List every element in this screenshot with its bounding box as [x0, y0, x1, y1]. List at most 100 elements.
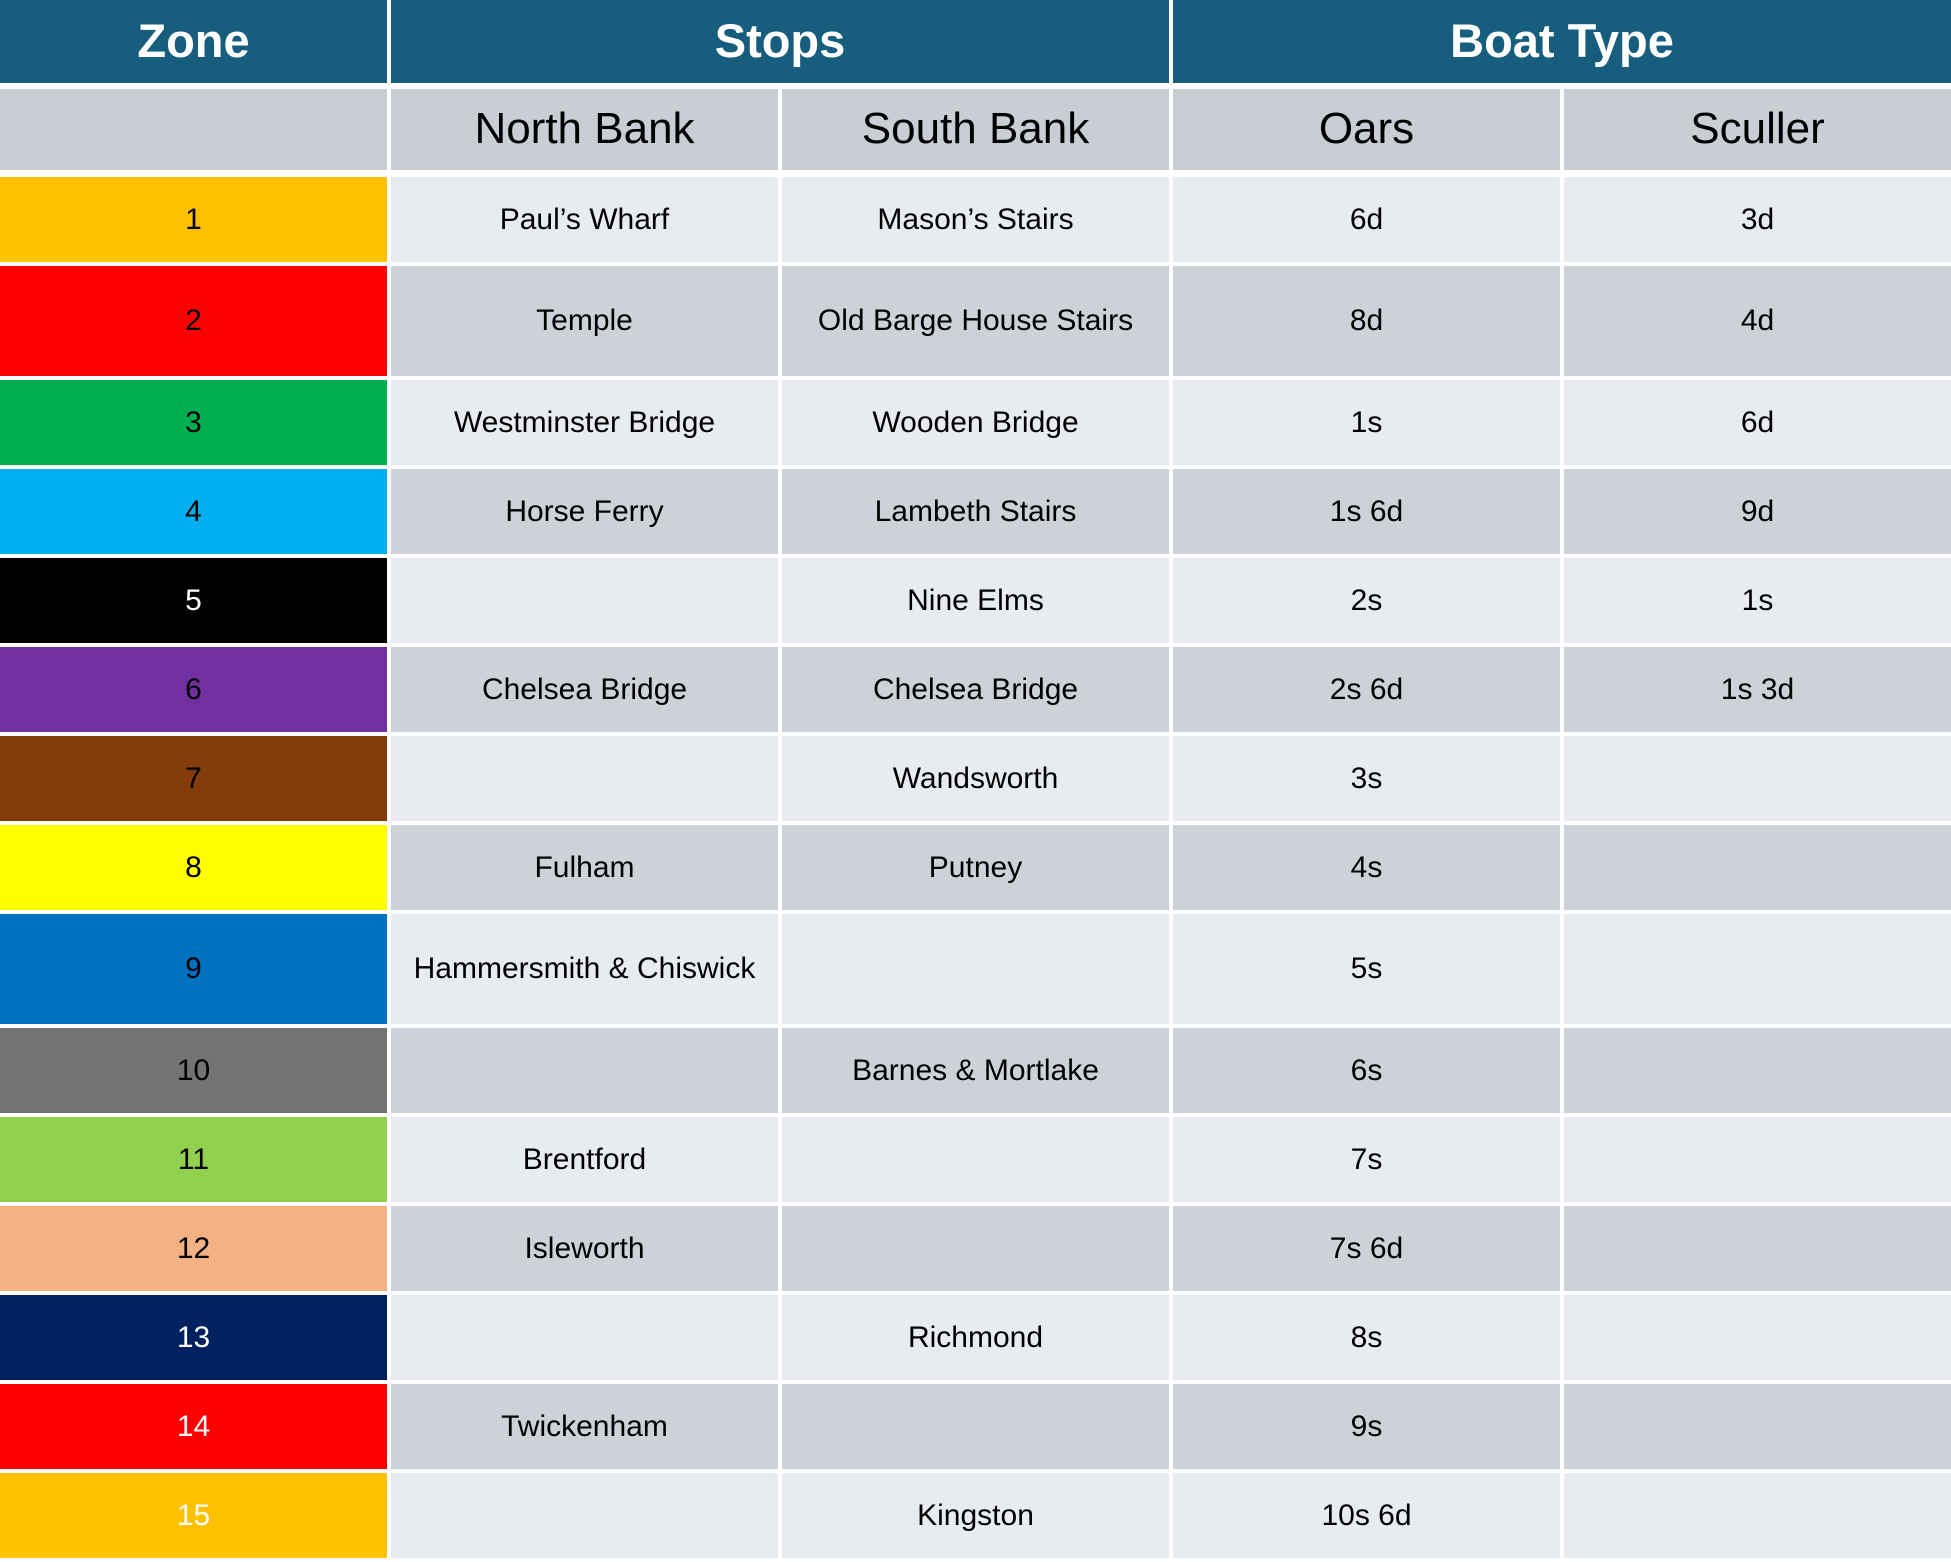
- north-bank-cell: Isleworth: [391, 1206, 778, 1291]
- zone-badge: 2: [0, 266, 387, 376]
- south-bank-cell: Nine Elms: [782, 558, 1169, 643]
- north-bank-cell: Twickenham: [391, 1384, 778, 1469]
- oars-fare-cell: 8s: [1173, 1295, 1560, 1380]
- zone-badge: 12: [0, 1206, 387, 1291]
- table-row: 14 Twickenham 9s: [0, 1384, 1951, 1469]
- zone-badge: 4: [0, 469, 387, 554]
- subheader-zone-spacer: [0, 89, 387, 170]
- oars-fare-cell: 2s 6d: [1173, 647, 1560, 732]
- south-bank-cell: Barnes & Mortlake: [782, 1028, 1169, 1113]
- subheader-south-bank: South Bank: [782, 89, 1169, 170]
- north-bank-cell: Horse Ferry: [391, 469, 778, 554]
- south-bank-cell: Wandsworth: [782, 736, 1169, 821]
- table-row: 12 Isleworth 7s 6d: [0, 1206, 1951, 1291]
- table-row: 13 Richmond 8s: [0, 1295, 1951, 1380]
- zone-badge: 6: [0, 647, 387, 732]
- south-bank-cell: [782, 1206, 1169, 1291]
- table-row: 2 Temple Old Barge House Stairs 8d 4d: [0, 266, 1951, 376]
- sculler-fare-cell: [1564, 1473, 1951, 1558]
- north-bank-cell: Brentford: [391, 1117, 778, 1202]
- table-row: 9 Hammersmith & Chiswick 5s: [0, 914, 1951, 1024]
- north-bank-cell: [391, 1028, 778, 1113]
- table-subheader-row: North Bank South Bank Oars Sculler: [0, 89, 1951, 170]
- south-bank-cell: [782, 1384, 1169, 1469]
- table-row: 3 Westminster Bridge Wooden Bridge 1s 6d: [0, 380, 1951, 465]
- south-bank-cell: Mason’s Stairs: [782, 177, 1169, 262]
- subheader-oars: Oars: [1173, 89, 1560, 170]
- oars-fare-cell: 6d: [1173, 177, 1560, 262]
- oars-fare-cell: 4s: [1173, 825, 1560, 910]
- oars-fare-cell: 6s: [1173, 1028, 1560, 1113]
- north-bank-cell: Hammersmith & Chiswick: [391, 914, 778, 1024]
- zone-badge: 8: [0, 825, 387, 910]
- oars-fare-cell: 1s 6d: [1173, 469, 1560, 554]
- oars-fare-cell: 5s: [1173, 914, 1560, 1024]
- zone-badge: 10: [0, 1028, 387, 1113]
- zone-badge: 7: [0, 736, 387, 821]
- north-bank-cell: [391, 1295, 778, 1380]
- oars-fare-cell: 3s: [1173, 736, 1560, 821]
- sculler-fare-cell: 1s: [1564, 558, 1951, 643]
- sculler-fare-cell: 6d: [1564, 380, 1951, 465]
- north-bank-cell: Temple: [391, 266, 778, 376]
- south-bank-cell: [782, 1117, 1169, 1202]
- oars-fare-cell: 1s: [1173, 380, 1560, 465]
- table-row: 8 Fulham Putney 4s: [0, 825, 1951, 910]
- table-row: 15 Kingston 10s 6d: [0, 1473, 1951, 1558]
- subheader-sculler: Sculler: [1564, 89, 1951, 170]
- south-bank-cell: Kingston: [782, 1473, 1169, 1558]
- table-row: 5 Nine Elms 2s 1s: [0, 558, 1951, 643]
- header-zone: Zone: [0, 0, 387, 83]
- sculler-fare-cell: [1564, 1206, 1951, 1291]
- north-bank-cell: Paul’s Wharf: [391, 177, 778, 262]
- south-bank-cell: Old Barge House Stairs: [782, 266, 1169, 376]
- zone-badge: 14: [0, 1384, 387, 1469]
- north-bank-cell: [391, 736, 778, 821]
- zone-badge: 15: [0, 1473, 387, 1558]
- sculler-fare-cell: 3d: [1564, 177, 1951, 262]
- sculler-fare-cell: [1564, 1117, 1951, 1202]
- south-bank-cell: Putney: [782, 825, 1169, 910]
- table-row: 6 Chelsea Bridge Chelsea Bridge 2s 6d 1s…: [0, 647, 1951, 732]
- oars-fare-cell: 7s: [1173, 1117, 1560, 1202]
- zone-badge: 11: [0, 1117, 387, 1202]
- north-bank-cell: [391, 558, 778, 643]
- south-bank-cell: Chelsea Bridge: [782, 647, 1169, 732]
- table-row: 1 Paul’s Wharf Mason’s Stairs 6d 3d: [0, 177, 1951, 262]
- table-header-row: Zone Stops Boat Type: [0, 0, 1951, 83]
- oars-fare-cell: 8d: [1173, 266, 1560, 376]
- oars-fare-cell: 7s 6d: [1173, 1206, 1560, 1291]
- table-row: 4 Horse Ferry Lambeth Stairs 1s 6d 9d: [0, 469, 1951, 554]
- zone-badge: 1: [0, 177, 387, 262]
- sculler-fare-cell: 1s 3d: [1564, 647, 1951, 732]
- subheader-north-bank: North Bank: [391, 89, 778, 170]
- zone-badge: 13: [0, 1295, 387, 1380]
- zone-badge: 3: [0, 380, 387, 465]
- north-bank-cell: Fulham: [391, 825, 778, 910]
- table-row: 10 Barnes & Mortlake 6s: [0, 1028, 1951, 1113]
- north-bank-cell: [391, 1473, 778, 1558]
- sculler-fare-cell: [1564, 1384, 1951, 1469]
- south-bank-cell: Lambeth Stairs: [782, 469, 1169, 554]
- sculler-fare-cell: [1564, 1028, 1951, 1113]
- table-row: 11 Brentford 7s: [0, 1117, 1951, 1202]
- north-bank-cell: Westminster Bridge: [391, 380, 778, 465]
- sculler-fare-cell: [1564, 736, 1951, 821]
- sculler-fare-cell: 9d: [1564, 469, 1951, 554]
- oars-fare-cell: 9s: [1173, 1384, 1560, 1469]
- oars-fare-cell: 2s: [1173, 558, 1560, 643]
- zone-badge: 5: [0, 558, 387, 643]
- sculler-fare-cell: [1564, 825, 1951, 910]
- sculler-fare-cell: [1564, 914, 1951, 1024]
- oars-fare-cell: 10s 6d: [1173, 1473, 1560, 1558]
- header-boat-type: Boat Type: [1173, 0, 1951, 83]
- south-bank-cell: Richmond: [782, 1295, 1169, 1380]
- north-bank-cell: Chelsea Bridge: [391, 647, 778, 732]
- south-bank-cell: [782, 914, 1169, 1024]
- table-row: 7 Wandsworth 3s: [0, 736, 1951, 821]
- sculler-fare-cell: [1564, 1295, 1951, 1380]
- sculler-fare-cell: 4d: [1564, 266, 1951, 376]
- header-stops: Stops: [391, 0, 1169, 83]
- zone-badge: 9: [0, 914, 387, 1024]
